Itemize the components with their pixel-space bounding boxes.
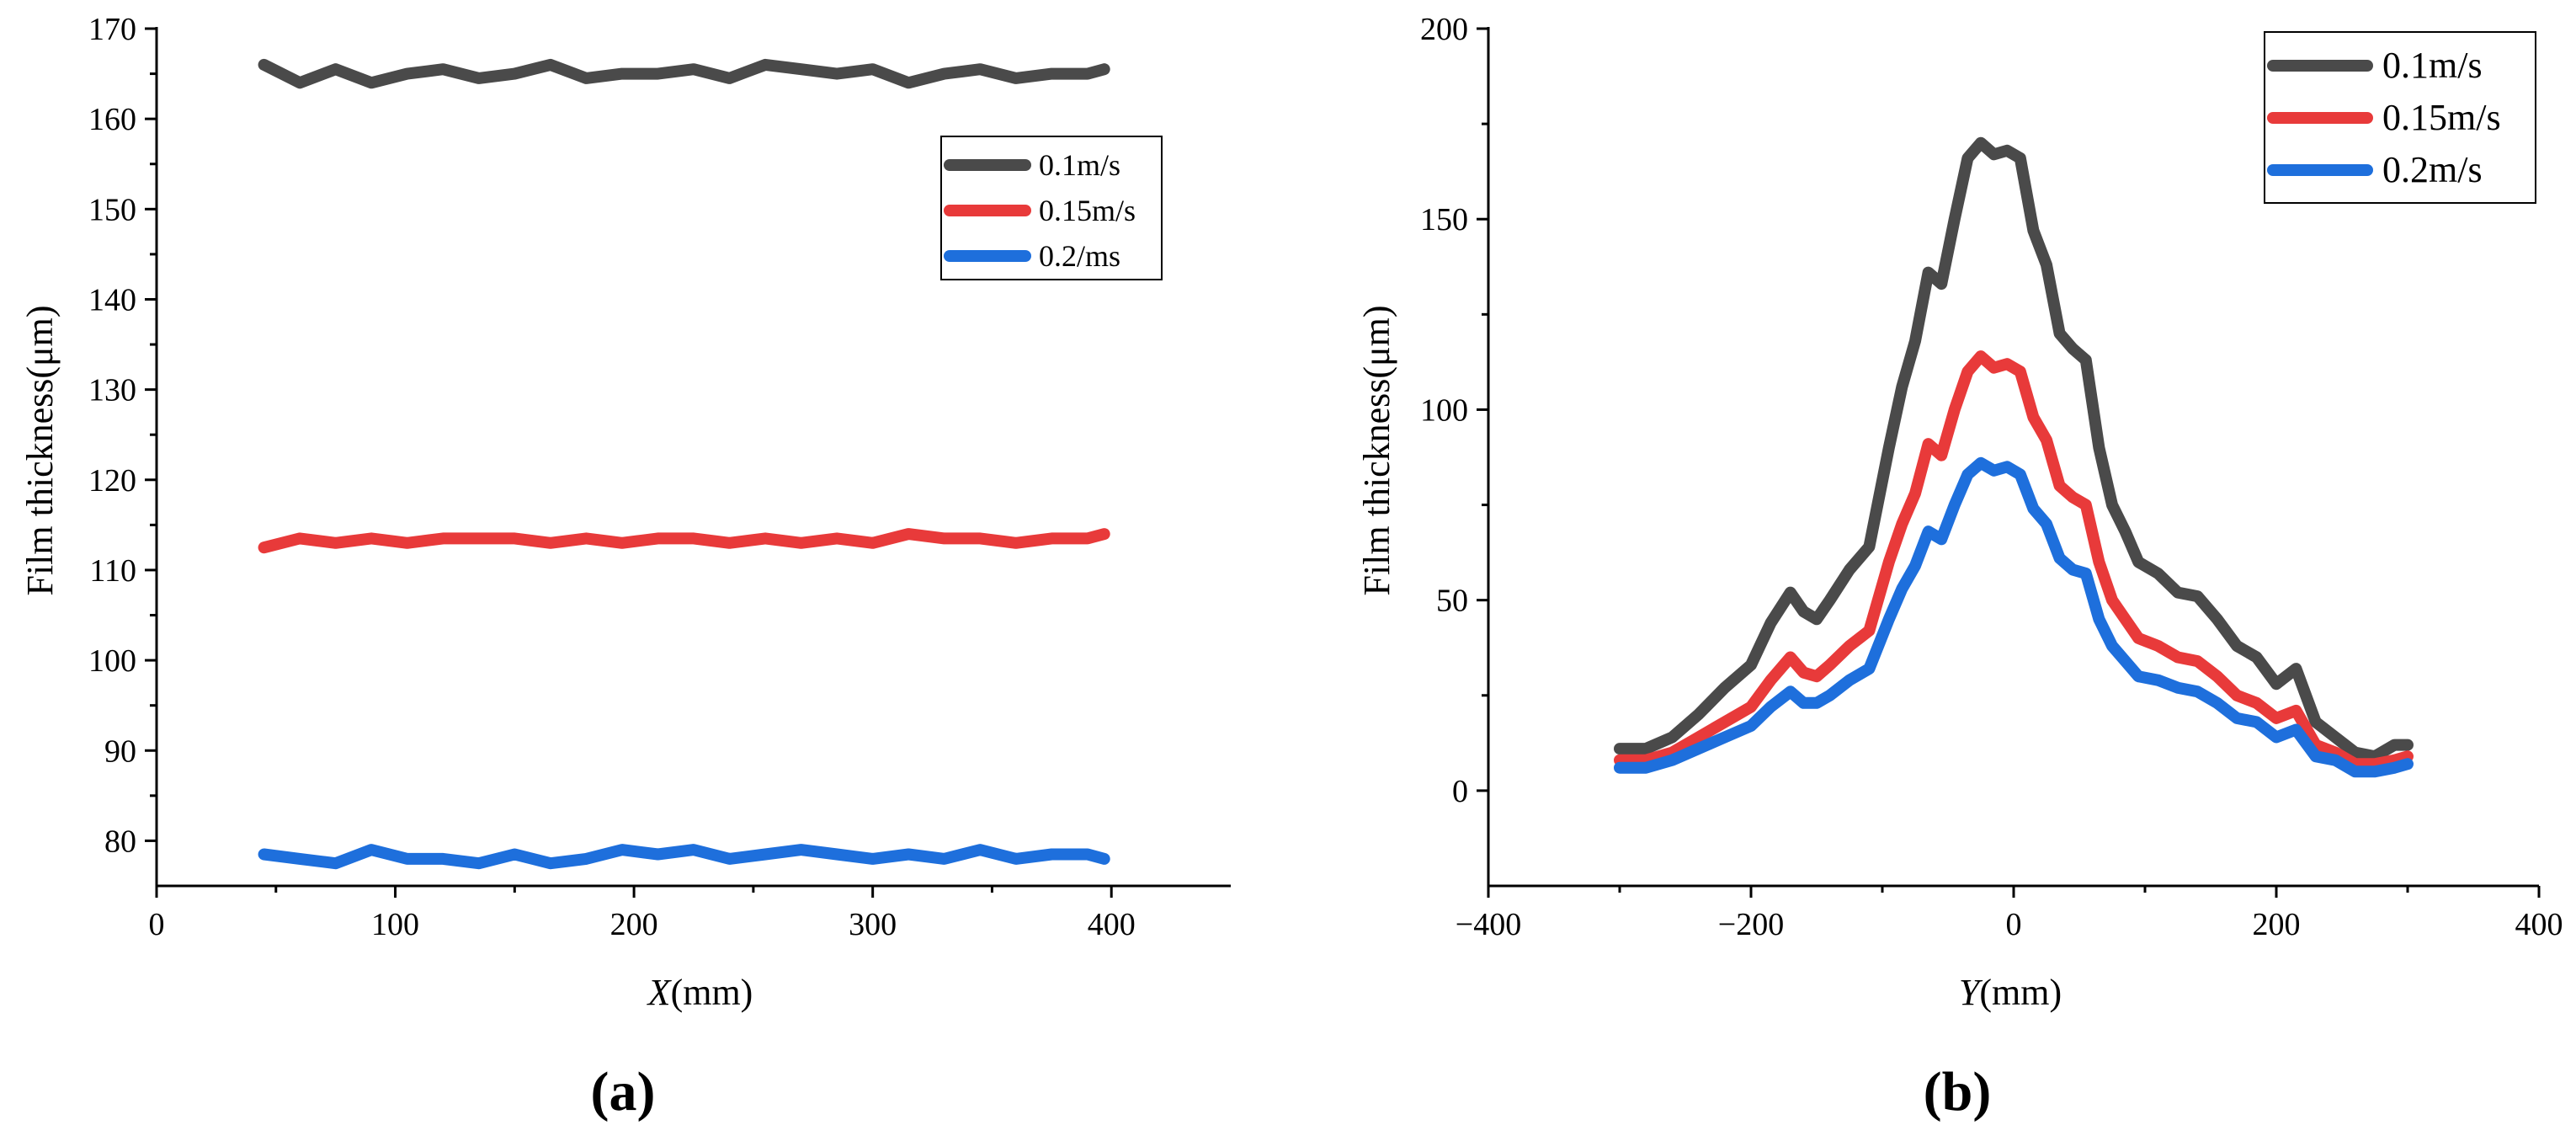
panel-a-ytick-label: 80: [104, 824, 136, 859]
panel-b-series-group: [1614, 136, 2414, 778]
panel-b-series-0: [1614, 136, 2414, 763]
panel-b-ytick-label: 0: [1452, 774, 1468, 809]
panel-b-ytick-label: 50: [1436, 584, 1468, 619]
panel-b-xtick-label: 400: [2515, 907, 2563, 942]
panel-b-x-axis-unit: (mm): [1979, 972, 2062, 1013]
panel-a-ytick-label: 120: [88, 463, 136, 499]
panel-a-legend-label-2: 0.2/ms: [1039, 239, 1120, 273]
panel-a-ytick-label: 110: [89, 553, 136, 589]
panel-b-ytick-label: 100: [1420, 392, 1468, 428]
panel-a-legend-label-1: 0.15m/s: [1039, 194, 1136, 227]
panel-b-ticks: 0 50 100 150 200 −400 −200 0 200 400: [1420, 12, 2563, 942]
panel-b-chart: 0 50 100 150 200 −400 −200 0 200 400 Film thickne…: [1356, 12, 2563, 1123]
panel-b-series-1: [1614, 350, 2414, 771]
panel-a-xtick-label: 200: [610, 907, 658, 942]
panel-b-x-axis-var: Y: [1959, 972, 1983, 1013]
panel-a-ytick-label: 160: [88, 102, 136, 137]
panel-a-y-axis-title: Film thickness(μm): [19, 305, 61, 595]
panel-a-ytick-label: 90: [104, 733, 136, 769]
panel-a-ytick-label: 100: [88, 643, 136, 679]
panel-a-chart: 80 90 100 110 120 130 140 150 160 170 0 100 200 300 40…: [19, 12, 1231, 1123]
panel-b-xtick-label: −200: [1718, 907, 1784, 942]
panel-b-xtick-label: 200: [2253, 907, 2301, 942]
panel-b-series-2: [1614, 456, 2414, 778]
panel-a-series-0: [258, 58, 1110, 89]
panel-a-xtick-label: 100: [371, 907, 419, 942]
panel-a-xtick-label: 400: [1088, 907, 1136, 942]
panel-a-legend: 0.1m/s 0.15m/s 0.2/ms: [940, 136, 1163, 280]
panel-a-ytick-label: 140: [88, 282, 136, 317]
panel-b-xtick-label: −400: [1456, 907, 1521, 942]
panel-b-ytick-label: 150: [1420, 202, 1468, 237]
panel-a-xtick-label: 0: [149, 907, 165, 942]
panel-a-ticks: 80 90 100 110 120 130 140 150 160 170 0 100 200 300 40…: [88, 12, 1136, 942]
panel-b-label: (b): [1924, 1061, 1992, 1123]
panel-a-series-1: [258, 528, 1110, 554]
panel-a-legend-label-0: 0.1m/s: [1039, 148, 1120, 182]
panel-b-y-axis-title: Film thickness(μm): [1356, 305, 1397, 595]
panel-a-label: (a): [591, 1061, 656, 1123]
panel-b-legend-label-2: 0.2m/s: [2382, 149, 2483, 190]
panel-a-xtick-label: 300: [849, 907, 897, 942]
panel-a-series-2: [258, 844, 1110, 870]
panel-a-x-axis-title: X(mm): [647, 972, 753, 1013]
panel-b-legend: 0.1m/s 0.15m/s 0.2m/s: [2264, 31, 2536, 204]
panel-b-x-axis-title: Y(mm): [1959, 972, 2062, 1013]
panel-a-ytick-label: 170: [88, 12, 136, 47]
panel-a-x-axis-var: X: [647, 972, 673, 1013]
panel-a-ytick-label: 130: [88, 373, 136, 408]
panel-b-legend-label-0: 0.1m/s: [2382, 45, 2483, 86]
panel-b-ytick-label: 200: [1420, 12, 1468, 47]
panel-b-legend-label-1: 0.15m/s: [2382, 97, 2501, 138]
panel-a-ytick-label: 150: [88, 192, 136, 227]
panel-b-xtick-label: 0: [2006, 907, 2022, 942]
panel-a-x-axis-unit: (mm): [671, 972, 753, 1013]
panel-a-series-group: [258, 58, 1110, 870]
